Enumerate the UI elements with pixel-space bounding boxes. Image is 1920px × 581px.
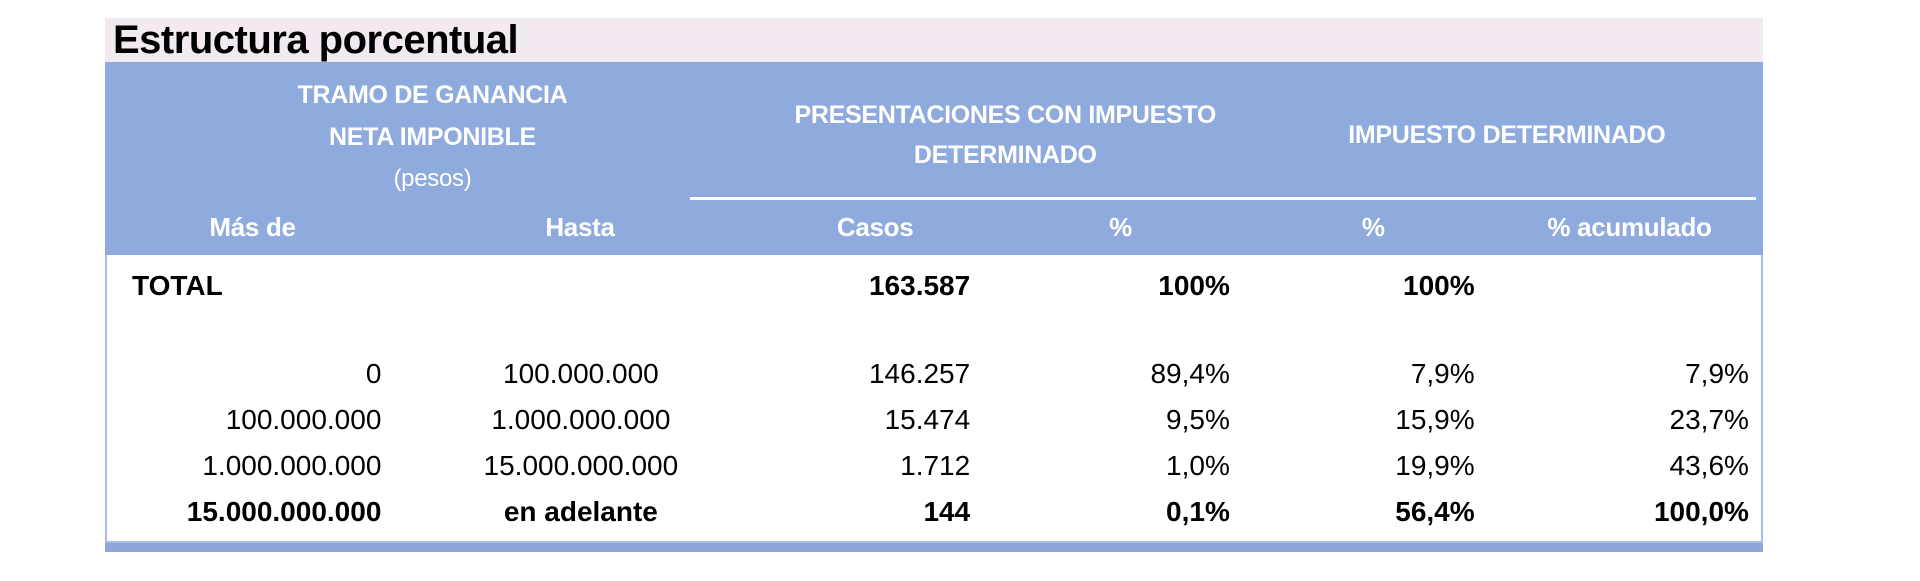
- cell-pct-impuesto: 15,9%: [1395, 404, 1475, 435]
- cell-pct-impuesto: 19,9%: [1395, 450, 1475, 481]
- column-header-casos: Casos: [836, 212, 914, 242]
- cell-total-pct-acumulado: [1495, 263, 1761, 309]
- cell-mas-de: 15.000.000.000: [186, 496, 382, 527]
- cell-mas-de: 1.000.000.000: [202, 450, 382, 481]
- cell-casos: 15.474: [884, 404, 971, 435]
- cell-casos: 1.712: [900, 450, 971, 481]
- cell-pct-acumulado: 7,9%: [1685, 358, 1749, 389]
- cell-hasta: 1.000.000.000: [491, 404, 671, 435]
- column-header-pct-acumulado: % acumulado: [1547, 212, 1712, 242]
- column-header-hasta: Hasta: [545, 212, 615, 242]
- group-underline-rule: [690, 197, 1756, 200]
- group-tramo-unit: (pesos): [393, 165, 472, 192]
- cell-pct-acumulado: 100,0%: [1653, 496, 1749, 527]
- column-group-row: TRAMO DE GANANCIA NETA IMPONIBLE (pesos)…: [105, 62, 1763, 200]
- cell-hasta: 15.000.000.000: [483, 450, 679, 481]
- column-group-presentaciones: PRESENTACIONES CON IMPUESTO DETERMINADO: [760, 62, 1251, 200]
- column-header-row: Más de Hasta Casos % % % acumulado: [105, 200, 1763, 255]
- table-row-4: 15.000.000.000 en adelante 144 0,1% 56,4…: [107, 489, 1761, 535]
- cell-total-pct-presentaciones: 100%: [1158, 270, 1230, 301]
- cell-pct-presentaciones: 0,1%: [1166, 496, 1230, 527]
- table-header: TRAMO DE GANANCIA NETA IMPONIBLE (pesos)…: [105, 62, 1763, 255]
- page-title: Estructura porcentual: [113, 18, 519, 62]
- cell-pct-presentaciones: 89,4%: [1150, 358, 1230, 389]
- group-presentaciones-line2: DETERMINADO: [913, 141, 1097, 169]
- cell-pct-acumulado: 43,6%: [1669, 450, 1749, 481]
- column-group-impuesto: IMPUESTO DETERMINADO: [1251, 62, 1763, 200]
- cell-total-hasta: [401, 263, 760, 309]
- cell-pct-impuesto: 56,4%: [1395, 496, 1475, 527]
- table-row-3: 1.000.000.000 15.000.000.000 1.712 1,0% …: [107, 443, 1761, 489]
- cell-total-label: TOTAL: [132, 270, 223, 301]
- column-header-pct-presentaciones: %: [1109, 212, 1132, 242]
- cell-casos: 144: [923, 496, 971, 527]
- cell-hasta: 100.000.000: [503, 358, 659, 389]
- table-row-2: 100.000.000 1.000.000.000 15.474 9,5% 15…: [107, 397, 1761, 443]
- cell-total-pct-impuesto: 100%: [1403, 270, 1475, 301]
- table-row-total: TOTAL 163.587 100% 100%: [107, 263, 1761, 309]
- spacer-row: [107, 309, 1761, 351]
- cell-casos: 146.257: [868, 358, 971, 389]
- cell-hasta: en adelante: [503, 496, 658, 527]
- group-tramo-line1: TRAMO DE GANANCIA: [297, 81, 568, 109]
- table-body: TOTAL 163.587 100% 100% 0 100.000.000 14…: [105, 255, 1763, 543]
- cell-mas-de: 100.000.000: [225, 404, 382, 435]
- column-header-mas-de: Más de: [209, 212, 296, 242]
- group-impuesto-line1: IMPUESTO DETERMINADO: [1348, 121, 1666, 149]
- column-header-pct-impuesto: %: [1361, 212, 1385, 242]
- title-bar: Estructura porcentual: [105, 18, 1763, 62]
- group-tramo-line2: NETA IMPONIBLE: [328, 123, 536, 151]
- percentage-structure-table: Estructura porcentual TRAMO DE GANANCIA …: [105, 18, 1763, 552]
- cell-total-casos: 163.587: [868, 270, 971, 301]
- cell-pct-presentaciones: 1,0%: [1166, 450, 1230, 481]
- group-presentaciones-line1: PRESENTACIONES CON IMPUESTO: [794, 101, 1217, 129]
- bottom-accent-bar: [105, 543, 1763, 552]
- cell-pct-acumulado: 23,7%: [1669, 404, 1749, 435]
- table-row-1: 0 100.000.000 146.257 89,4% 7,9% 7,9%: [107, 351, 1761, 397]
- cell-mas-de: 0: [365, 358, 382, 389]
- cell-pct-impuesto: 7,9%: [1410, 358, 1475, 389]
- column-group-tramo: TRAMO DE GANANCIA NETA IMPONIBLE (pesos): [105, 62, 760, 200]
- cell-pct-presentaciones: 9,5%: [1166, 404, 1230, 435]
